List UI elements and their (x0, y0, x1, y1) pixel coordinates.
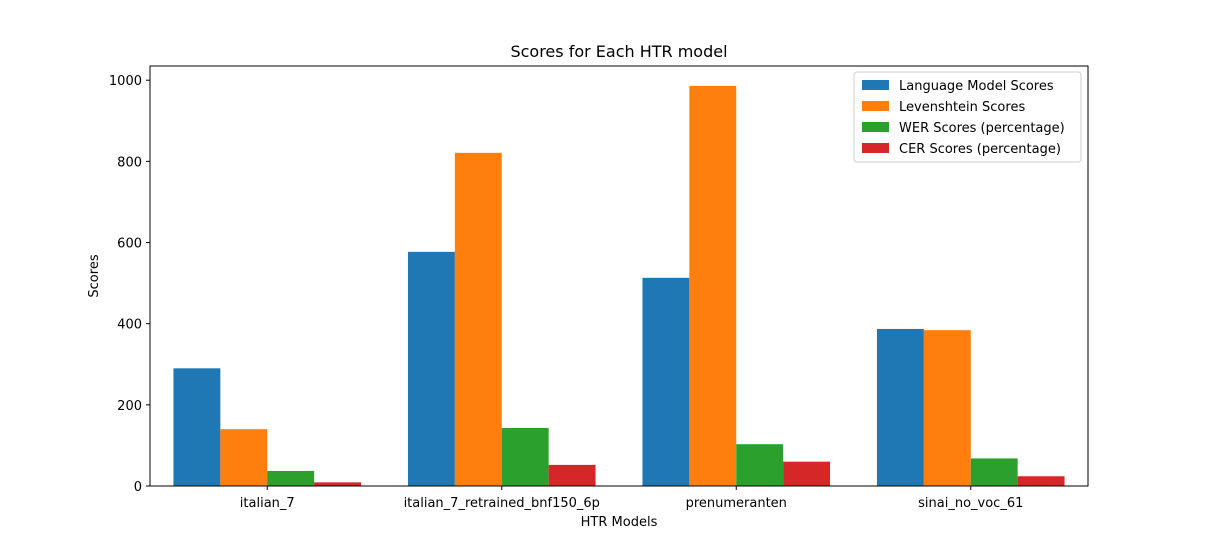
legend-swatch (862, 122, 889, 132)
bar (736, 444, 784, 486)
x-tick-label: prenumeranten (686, 496, 787, 511)
bar (783, 461, 831, 486)
legend-label: CER Scores (percentage) (899, 142, 1061, 157)
bar (501, 427, 549, 486)
y-tick-label: 800 (117, 155, 142, 170)
plot-frame (149, 65, 1089, 487)
bar (407, 251, 455, 486)
y-tick-label: 600 (117, 237, 142, 252)
y-tick-label: 400 (117, 318, 142, 333)
y-tick-label: 0 (134, 480, 142, 495)
bar (1017, 476, 1065, 486)
legend-swatch (862, 101, 889, 111)
bar (923, 330, 971, 486)
legend-box (853, 71, 1082, 163)
y-axis: 0 200 400 600 800 1000 (109, 74, 150, 495)
plot-area (149, 65, 1089, 487)
bar (548, 464, 596, 486)
bar (267, 470, 315, 486)
bar (220, 429, 268, 486)
bar (454, 152, 502, 486)
legend-swatch (862, 143, 889, 153)
bar (970, 458, 1018, 486)
y-tick-label: 1000 (109, 74, 142, 89)
legend-label: Language Model Scores (899, 79, 1054, 94)
bar (689, 85, 737, 486)
legend-swatch (862, 80, 889, 90)
x-tick-label: italian_7 (240, 496, 295, 511)
y-axis-label: Scores (87, 254, 102, 297)
chart-title: Scores for Each HTR model (510, 42, 727, 61)
x-tick-label: italian_7_retrained_bnf150_6p (404, 496, 600, 511)
x-axis-label: HTR Models (581, 515, 658, 530)
legend: Language Model Scores Levenshtein Scores W… (853, 71, 1082, 163)
y-tick-label: 200 (117, 399, 142, 414)
bar (173, 368, 221, 486)
bar (876, 328, 924, 486)
legend-label: WER Scores (percentage) (899, 121, 1065, 136)
bar (314, 482, 362, 486)
bar (642, 277, 690, 486)
x-tick-label: sinai_no_voc_61 (918, 496, 1023, 511)
x-axis: italian_7 italian_7_retrained_bnf150_6p pr… (240, 486, 1023, 511)
legend-label: Levenshtein Scores (899, 100, 1025, 115)
